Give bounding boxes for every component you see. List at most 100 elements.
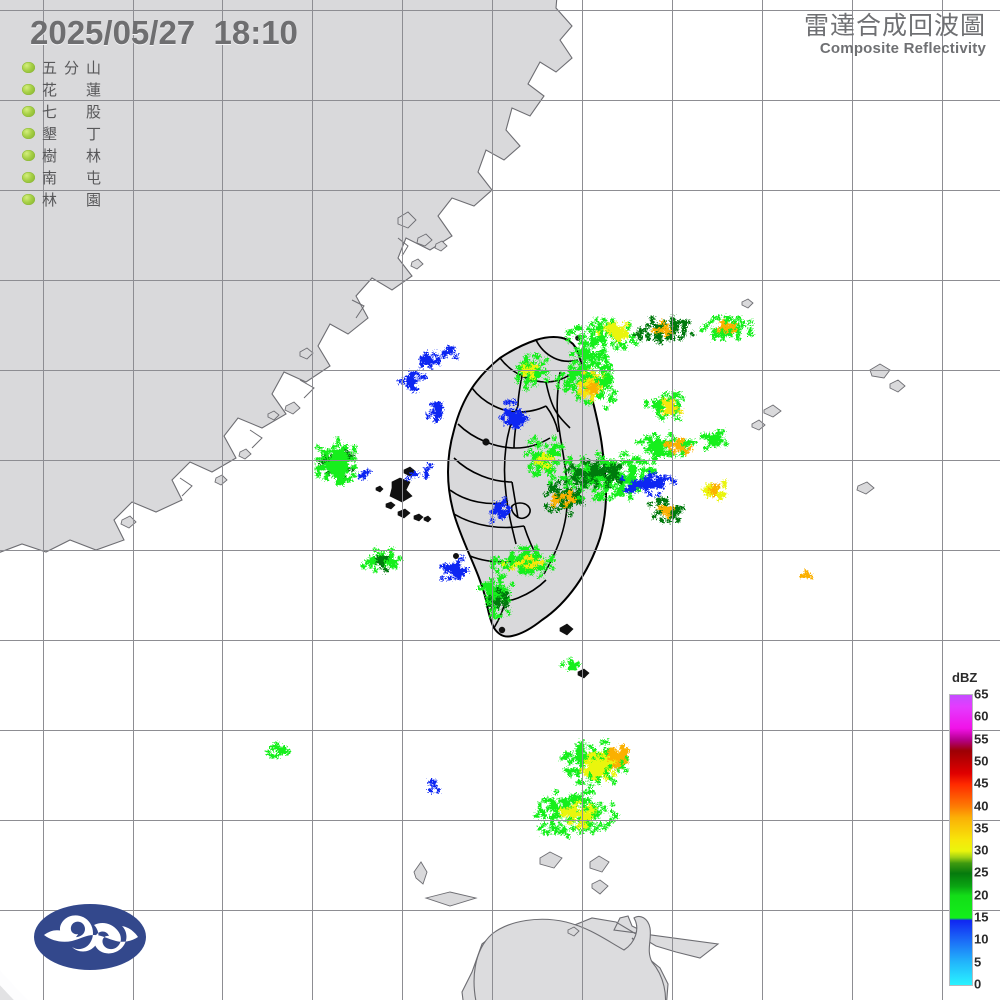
radar-station-item-3[interactable]: 墾 丁 — [22, 124, 108, 143]
radar-station-name: 樹 林 — [42, 147, 102, 165]
radar-station-name: 五分山 — [42, 59, 102, 77]
grid-line-horizontal-7 — [0, 640, 1000, 641]
colorbar-tick-45: 45 — [974, 775, 989, 791]
green-and-orchid-islands — [559, 623, 590, 679]
radar-station-dot-icon — [22, 62, 35, 73]
radar-station-dot-icon — [22, 172, 35, 183]
radar-station-name: 南 屯 — [42, 169, 102, 187]
echo-blob-44 — [552, 490, 577, 507]
colorbar-tick-0: 0 — [974, 976, 982, 992]
grid-line-horizontal-9 — [0, 820, 1000, 821]
grid-line-horizontal-6 — [0, 550, 1000, 551]
colorbar-tick-25: 25 — [974, 864, 989, 880]
echo-blob-56 — [428, 780, 441, 793]
logo-ellipse — [34, 904, 146, 970]
grid-line-vertical-1 — [133, 0, 134, 1000]
grid-line-vertical-9 — [852, 0, 853, 1000]
radar-station-dot-icon — [22, 194, 35, 205]
radar-station-name: 花 蓮 — [42, 81, 102, 99]
grid-line-horizontal-8 — [0, 730, 1000, 731]
echo-blob-57 — [560, 658, 581, 671]
echo-blob-20 — [716, 320, 737, 333]
echo-blob-18 — [652, 320, 673, 337]
echo-blob-32 — [566, 460, 623, 489]
colorbar-gradient-strip — [949, 694, 973, 986]
radar-station-name: 墾 丁 — [42, 125, 102, 143]
reflectivity-colorbar: dBZ 65 60 55 50 45 40 35 30 25 20 15 10 5 0 — [946, 670, 1000, 1000]
echo-blob-4 — [406, 472, 419, 481]
echo-blob-5 — [424, 463, 433, 480]
page-title-chinese: 雷達合成回波圖 — [803, 11, 986, 40]
radar-station-item-5[interactable]: 南 屯 — [22, 168, 108, 187]
grid-line-horizontal-1 — [0, 100, 1000, 101]
echo-blob-52 — [608, 744, 629, 769]
radar-station-legend: 五分山花 蓮七 股墾 丁樹 林南 屯林 園 — [22, 58, 108, 209]
fujian-coast-detail — [179, 237, 409, 497]
radar-station-name: 林 園 — [42, 191, 102, 209]
ryukyu-islets — [741, 298, 906, 495]
radar-station-dot-icon — [22, 128, 35, 139]
grid-line-vertical-5 — [492, 0, 493, 1000]
grid-line-vertical-3 — [312, 0, 313, 1000]
echo-blob-42 — [534, 452, 555, 469]
colorbar-tick-55: 55 — [974, 731, 989, 747]
grid-line-vertical-2 — [222, 0, 223, 1000]
radar-station-item-1[interactable]: 花 蓮 — [22, 80, 108, 99]
grid-line-horizontal-0 — [0, 10, 1000, 11]
echo-blob-30 — [700, 430, 729, 451]
batanes-islets — [413, 851, 610, 937]
echo-blob-25 — [596, 350, 617, 411]
radar-station-dot-icon — [22, 84, 35, 95]
grid-line-horizontal-5 — [0, 460, 1000, 461]
echo-blob-8 — [426, 402, 443, 423]
echo-blob-58 — [800, 570, 813, 579]
colorbar-tick-10: 10 — [974, 931, 989, 947]
colorbar-tick-40: 40 — [974, 798, 989, 814]
grid-line-horizontal-10 — [0, 910, 1000, 911]
echo-blob-33 — [620, 472, 677, 497]
radar-station-item-6[interactable]: 林 園 — [22, 190, 108, 209]
echo-blob-37 — [708, 484, 721, 497]
grid-line-horizontal-3 — [0, 280, 1000, 281]
taiwan-county-boundaries — [449, 339, 579, 629]
logo-wave-mark — [44, 915, 138, 954]
grid-line-vertical-10 — [942, 0, 943, 1000]
grid-line-horizontal-2 — [0, 190, 1000, 191]
grid-line-horizontal-4 — [0, 370, 1000, 371]
grid-line-vertical-7 — [672, 0, 673, 1000]
colorbar-tick-15: 15 — [974, 909, 989, 925]
grid-line-vertical-8 — [762, 0, 763, 1000]
echo-blob-12 — [440, 556, 469, 581]
cwa-logo — [34, 904, 146, 970]
echo-blob-29 — [664, 438, 693, 455]
radar-station-name: 七 股 — [42, 103, 102, 121]
radar-station-item-4[interactable]: 樹 林 — [22, 146, 108, 165]
radar-station-item-2[interactable]: 七 股 — [22, 102, 108, 121]
echo-blob-47 — [520, 556, 545, 569]
radar-station-dot-icon — [22, 106, 35, 117]
echo-blob-6 — [398, 371, 427, 392]
grid-line-vertical-4 — [402, 0, 403, 1000]
radar-station-item-0[interactable]: 五分山 — [22, 58, 108, 77]
page-title-english: Composite Reflectivity — [819, 40, 986, 57]
colorbar-tick-35: 35 — [974, 820, 989, 836]
echo-blob-40 — [500, 400, 529, 429]
mainland-china-landmass — [0, 0, 573, 553]
colorbar-tick-50: 50 — [974, 753, 989, 769]
timestamp-label: 2025/05/27 18:10 — [30, 14, 298, 51]
echo-blob-55 — [266, 742, 291, 759]
colorbar-tick-20: 20 — [974, 887, 989, 903]
echo-blob-49 — [488, 588, 509, 609]
colorbar-tick-30: 30 — [974, 842, 989, 858]
echo-blob-2 — [316, 437, 357, 486]
colorbar-unit-label: dBZ — [952, 670, 978, 685]
echo-blob-9 — [442, 346, 459, 359]
radar-station-dot-icon — [22, 150, 35, 161]
title-block: 雷達合成回波圖 Composite Reflectivity — [804, 12, 986, 57]
echo-blob-3 — [358, 470, 371, 479]
colorbar-tick-60: 60 — [974, 708, 989, 724]
